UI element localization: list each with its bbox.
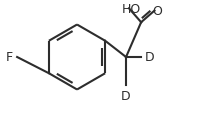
Text: O: O xyxy=(152,5,162,18)
Text: HO: HO xyxy=(121,3,141,16)
Text: D: D xyxy=(145,51,154,64)
Text: D: D xyxy=(121,90,131,103)
Text: F: F xyxy=(5,51,12,64)
